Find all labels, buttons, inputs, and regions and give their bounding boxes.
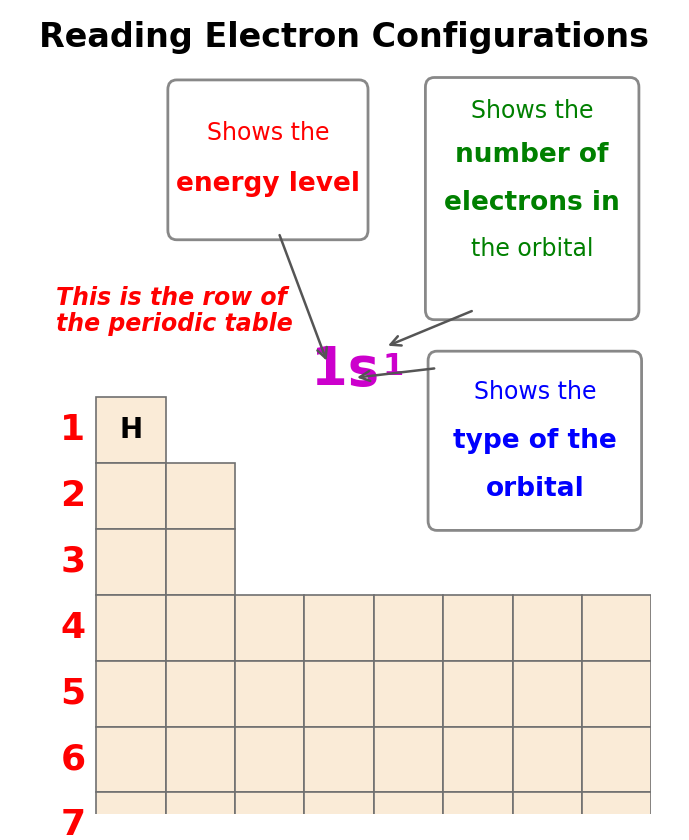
- FancyBboxPatch shape: [235, 792, 305, 840]
- Text: electrons in: electrons in: [444, 191, 620, 217]
- FancyBboxPatch shape: [165, 529, 235, 595]
- FancyBboxPatch shape: [305, 595, 374, 661]
- FancyBboxPatch shape: [374, 727, 443, 792]
- Text: H: H: [119, 416, 143, 444]
- Text: 6: 6: [61, 743, 85, 776]
- FancyBboxPatch shape: [96, 727, 165, 792]
- Text: Reading Electron Configurations: Reading Electron Configurations: [39, 21, 650, 55]
- FancyBboxPatch shape: [235, 595, 305, 661]
- FancyBboxPatch shape: [513, 595, 582, 661]
- FancyBboxPatch shape: [96, 595, 165, 661]
- FancyBboxPatch shape: [443, 727, 513, 792]
- Text: energy level: energy level: [176, 171, 360, 197]
- Text: 7: 7: [61, 808, 85, 840]
- Text: 1: 1: [382, 352, 404, 381]
- FancyBboxPatch shape: [582, 792, 651, 840]
- FancyBboxPatch shape: [374, 595, 443, 661]
- FancyBboxPatch shape: [582, 661, 651, 727]
- FancyBboxPatch shape: [443, 595, 513, 661]
- Text: 1s: 1s: [311, 344, 380, 396]
- FancyBboxPatch shape: [165, 595, 235, 661]
- FancyBboxPatch shape: [96, 661, 165, 727]
- FancyBboxPatch shape: [165, 792, 235, 840]
- FancyBboxPatch shape: [96, 397, 165, 463]
- Text: type of the: type of the: [453, 428, 617, 454]
- FancyBboxPatch shape: [513, 792, 582, 840]
- FancyBboxPatch shape: [168, 80, 368, 239]
- FancyBboxPatch shape: [96, 463, 165, 529]
- Text: Shows the: Shows the: [207, 121, 329, 144]
- FancyBboxPatch shape: [582, 727, 651, 792]
- Text: Shows the: Shows the: [473, 381, 596, 404]
- FancyBboxPatch shape: [96, 529, 165, 595]
- Text: Shows the: Shows the: [471, 99, 593, 123]
- Text: 3: 3: [61, 545, 85, 579]
- FancyBboxPatch shape: [513, 661, 582, 727]
- FancyBboxPatch shape: [165, 727, 235, 792]
- FancyBboxPatch shape: [235, 661, 305, 727]
- FancyBboxPatch shape: [305, 727, 374, 792]
- FancyBboxPatch shape: [374, 792, 443, 840]
- FancyBboxPatch shape: [443, 661, 513, 727]
- Text: 5: 5: [61, 677, 85, 711]
- Text: number of: number of: [455, 142, 609, 168]
- FancyBboxPatch shape: [235, 727, 305, 792]
- FancyBboxPatch shape: [305, 661, 374, 727]
- FancyBboxPatch shape: [513, 727, 582, 792]
- Text: 2: 2: [61, 479, 85, 513]
- Text: orbital: orbital: [486, 476, 584, 502]
- Text: 4: 4: [61, 611, 85, 645]
- Text: the orbital: the orbital: [471, 237, 593, 261]
- FancyBboxPatch shape: [96, 792, 165, 840]
- FancyBboxPatch shape: [165, 463, 235, 529]
- FancyBboxPatch shape: [374, 661, 443, 727]
- FancyBboxPatch shape: [582, 595, 651, 661]
- FancyBboxPatch shape: [425, 77, 639, 320]
- FancyBboxPatch shape: [428, 351, 641, 530]
- FancyBboxPatch shape: [165, 661, 235, 727]
- Text: This is the row of: This is the row of: [56, 286, 287, 310]
- FancyBboxPatch shape: [305, 792, 374, 840]
- FancyBboxPatch shape: [443, 792, 513, 840]
- Text: the periodic table: the periodic table: [56, 312, 293, 336]
- Text: 1: 1: [61, 413, 85, 447]
